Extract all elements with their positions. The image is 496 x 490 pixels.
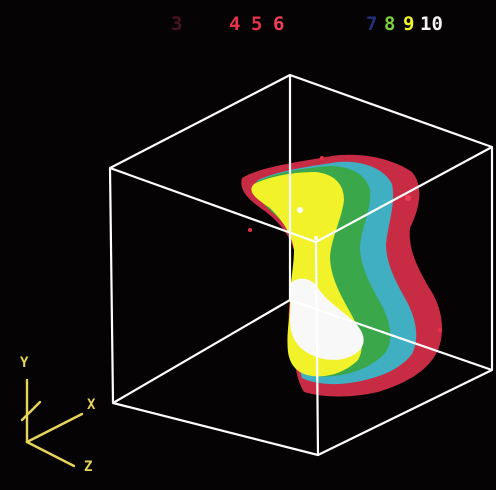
axis-z-label: Z xyxy=(84,459,93,475)
axis-y-label: Y xyxy=(20,355,29,371)
axis-gizmo xyxy=(20,378,84,468)
speckle xyxy=(297,207,303,213)
axis-diag-line xyxy=(20,400,42,422)
legend-level-5: 5 xyxy=(251,13,263,35)
axis-x-label: X xyxy=(87,397,96,413)
legend-level-7: 7 xyxy=(366,13,378,35)
speckle xyxy=(438,328,442,332)
speckle xyxy=(405,195,411,201)
speckle xyxy=(248,228,252,232)
speckle xyxy=(314,236,318,240)
cube-edge xyxy=(112,299,291,404)
cube-edge xyxy=(315,146,493,243)
bounding-cube xyxy=(108,73,494,457)
legend-level-6: 6 xyxy=(273,13,285,35)
cube-front-face xyxy=(108,166,320,457)
legend-level-3: 3 xyxy=(171,13,183,35)
legend-level-8: 8 xyxy=(384,13,396,35)
shell-level-10 xyxy=(290,278,364,360)
level-legend: 3 4 5 6 7 8 9 10 xyxy=(0,11,496,41)
legend-level-9: 9 xyxy=(403,13,415,35)
cube-edge xyxy=(289,298,493,372)
axis-z-line xyxy=(25,440,76,468)
legend-level-10: 10 xyxy=(420,13,443,35)
axis-x-line xyxy=(25,412,84,444)
legend-level-4: 4 xyxy=(229,13,241,35)
speckle xyxy=(320,156,324,160)
